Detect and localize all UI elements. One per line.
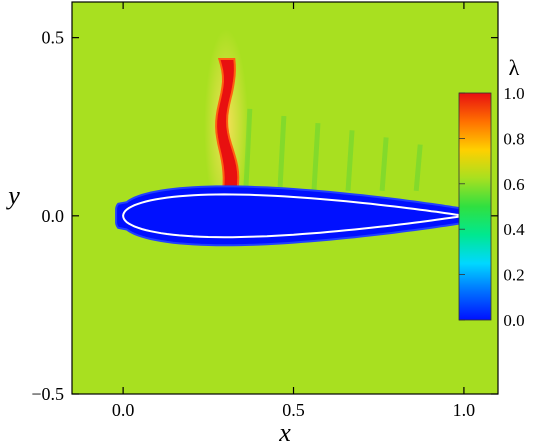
x-axis-label: x	[278, 418, 291, 447]
wake-stripe	[430, 147, 440, 192]
y-tick-label: 0.0	[42, 206, 65, 226]
wake-stripe	[328, 126, 338, 192]
wake-stripe	[243, 108, 253, 191]
wake-stripe	[379, 137, 389, 192]
wake-stripe	[260, 112, 270, 192]
colorbar-ticks: 1.0 0.8 0.6 0.4 0.2 0.0	[459, 84, 525, 330]
x-tick-label: 1.0	[453, 400, 476, 420]
wake-stripe	[277, 115, 287, 192]
colorbar	[458, 92, 492, 321]
wake-streak	[215, 58, 240, 196]
y-tick-label: −0.5	[31, 384, 64, 404]
plot-frame	[71, 1, 499, 395]
wake-stripe	[345, 130, 355, 192]
colorbar-label: λ	[509, 55, 520, 80]
wake-stripe	[362, 133, 372, 192]
colorbar-tick-label: 0.2	[503, 266, 524, 285]
colorbar-tick-label: 0.6	[503, 175, 524, 194]
wake-stripe	[413, 144, 423, 192]
y-tick-label: 0.5	[42, 28, 65, 48]
y-axis-label: y	[5, 181, 20, 210]
x-tick-label: 0.0	[112, 400, 135, 420]
x-tick-label: 0.5	[282, 400, 305, 420]
colorbar-tick-label: 0.4	[503, 220, 525, 239]
colorbar-tick-label: 1.0	[503, 84, 524, 103]
wake-stripe	[311, 123, 321, 192]
colorbar-tick-label: 0.8	[503, 129, 524, 148]
x-axis-ticks: 0.0 0.5 1.0	[112, 2, 475, 420]
wake-stripes	[243, 108, 440, 192]
y-axis-ticks: 0.5 0.0 −0.5	[31, 28, 498, 404]
colorbar-tick-label: 0.0	[503, 311, 524, 330]
wake-stripe	[396, 140, 406, 192]
wake-stripe	[294, 119, 304, 192]
